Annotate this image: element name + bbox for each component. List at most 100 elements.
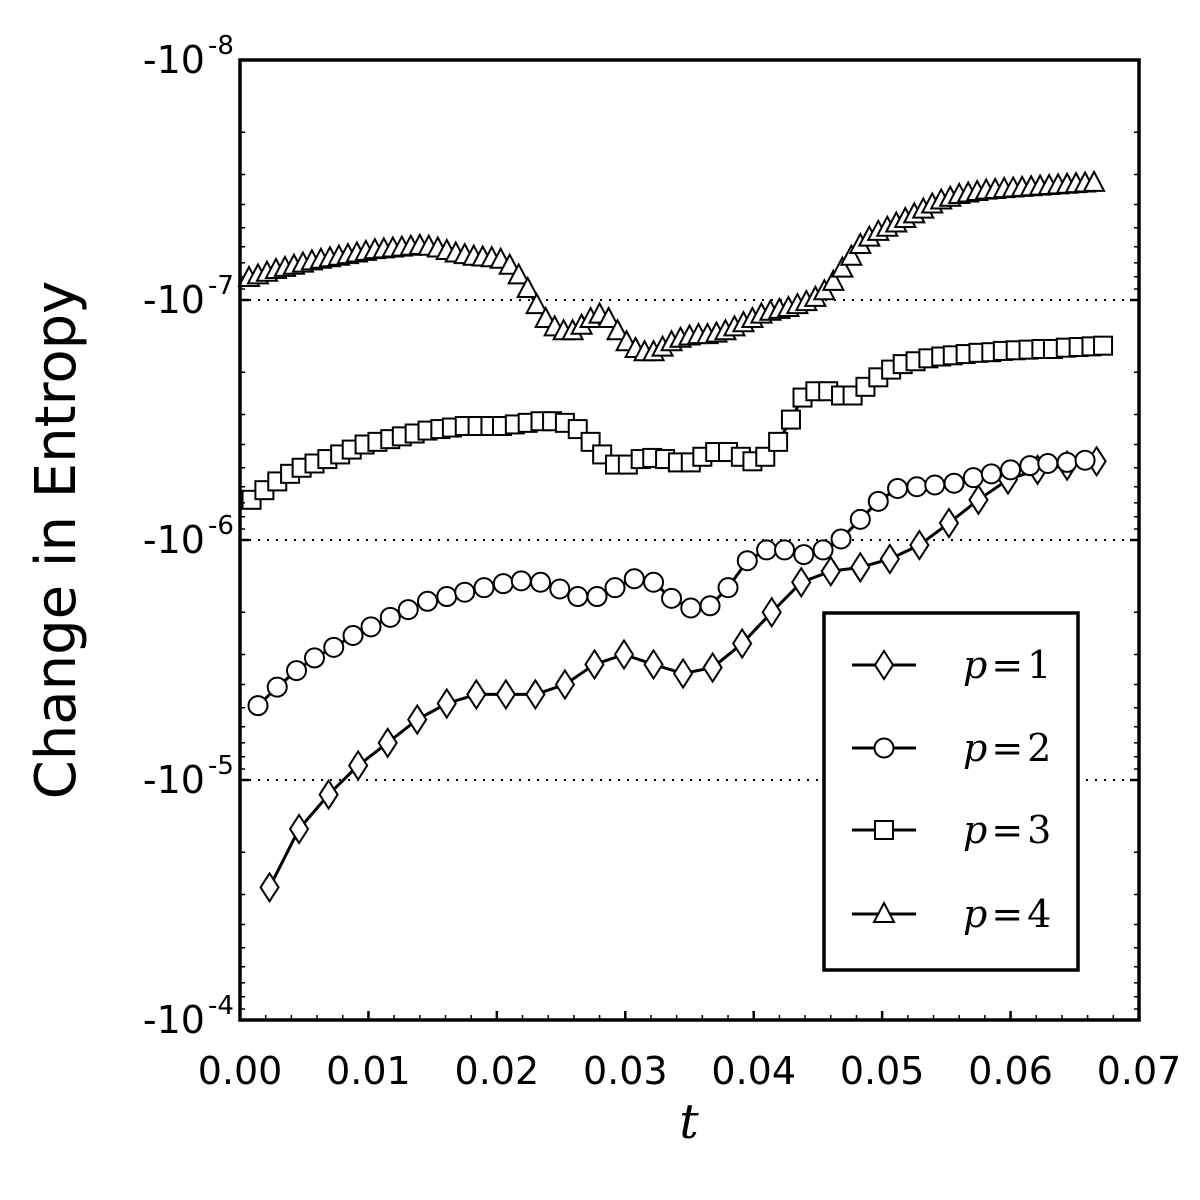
series-diamond: [259, 445, 1107, 904]
legend-marker: [874, 820, 894, 840]
data-point: [436, 687, 457, 720]
x-axis-ticks: 0.00 0.01 0.02 0.03 0.04 0.05 0.06 0.07: [198, 1011, 1182, 1093]
series-line: [248, 181, 1095, 354]
data-point: [584, 648, 605, 681]
data-point: [906, 476, 928, 498]
legend-label: p = 1: [963, 643, 1051, 687]
data-point: [821, 268, 845, 291]
data-point: [323, 636, 345, 658]
y-tick-label: -10: [143, 518, 205, 562]
data-point: [879, 543, 901, 575]
legend: p = 1 p = 2 p = 3 p = 4: [822, 611, 1080, 972]
y-tick-exponent: -8: [208, 31, 234, 61]
data-point: [761, 596, 782, 629]
data-point: [407, 703, 428, 736]
data-point: [259, 871, 280, 904]
data-point: [791, 566, 812, 599]
data-point: [774, 539, 796, 561]
data-point: [525, 678, 546, 711]
data-point: [247, 695, 269, 717]
legend-item: p = 2: [852, 726, 1051, 770]
data-point: [586, 586, 608, 608]
y-axis-label: Change in Entropy: [24, 281, 89, 800]
x-tick-label: 0.04: [711, 1049, 796, 1093]
data-point: [887, 477, 909, 499]
data-point: [768, 431, 789, 452]
y-tick-label: -10: [143, 998, 205, 1042]
data-point: [702, 651, 723, 684]
data-point: [554, 668, 576, 701]
data-point: [980, 463, 1002, 485]
y-tick-label: -10: [143, 38, 205, 82]
data-point: [510, 570, 532, 592]
legend-label: p = 2: [963, 726, 1051, 770]
data-point: [623, 568, 645, 590]
data-point: [417, 590, 439, 612]
legend-box: [822, 611, 1080, 972]
legend-item: p = 4: [852, 892, 1051, 936]
legend-entries: p = 1 p = 2 p = 3 p = 4: [852, 643, 1051, 936]
data-point: [516, 275, 540, 299]
data-point: [909, 529, 930, 561]
data-point: [1082, 169, 1106, 192]
data-point: [596, 305, 621, 329]
data-point: [830, 255, 854, 278]
data-point: [613, 638, 635, 671]
data-point: [1093, 335, 1114, 356]
data-point: [962, 467, 984, 489]
data-point: [849, 508, 871, 530]
y-tick-exponent: -7: [208, 271, 234, 301]
data-point: [498, 252, 522, 275]
y-axis-ticks: -10 -8-10 -7-10 -6-10 -5-10 -4: [143, 31, 1139, 1042]
data-point: [867, 490, 889, 512]
data-point: [731, 627, 753, 660]
legend-label: p = 3: [963, 808, 1051, 852]
data-point: [492, 573, 514, 595]
series-triangle: [237, 169, 1106, 362]
data-point: [830, 528, 852, 550]
data-point: [1000, 459, 1022, 481]
y-tick-label: -10: [143, 758, 205, 802]
x-tick-label: 0.06: [968, 1049, 1053, 1093]
data-point: [924, 474, 946, 496]
data-point: [717, 577, 739, 599]
legend-marker: [873, 737, 895, 759]
data-point: [736, 550, 758, 572]
data-point: [643, 571, 665, 593]
data-point: [360, 616, 382, 638]
data-point: [507, 262, 531, 285]
y-tick-label: -10: [143, 278, 205, 322]
data-point: [938, 507, 960, 539]
x-tick-label: 0.07: [1097, 1049, 1182, 1093]
data-point: [436, 586, 458, 608]
data-point: [643, 648, 664, 681]
data-point: [288, 813, 310, 845]
data-point: [377, 726, 398, 759]
data-point: [379, 606, 401, 628]
data-point: [549, 578, 571, 600]
data-point: [286, 660, 308, 682]
data-point: [473, 577, 495, 599]
x-tick-label: 0.02: [455, 1049, 540, 1093]
legend-marker: [872, 900, 896, 923]
series-layer: [237, 169, 1114, 904]
data-point: [347, 749, 369, 782]
x-tick-label: 0.01: [326, 1049, 411, 1093]
y-tick-exponent: -4: [208, 991, 234, 1021]
data-point: [604, 577, 626, 599]
data-point: [495, 678, 517, 711]
data-point: [454, 581, 476, 603]
data-point: [780, 409, 801, 430]
data-point: [1037, 452, 1059, 474]
data-point: [1074, 449, 1096, 471]
data-point: [342, 625, 364, 647]
data-point: [680, 597, 702, 619]
data-point: [755, 446, 776, 467]
data-point: [530, 571, 552, 593]
data-point: [1056, 451, 1078, 473]
data-point: [466, 678, 487, 711]
data-point: [661, 587, 683, 609]
data-point: [303, 647, 325, 669]
x-tick-label: 0.03: [583, 1049, 668, 1093]
legend-item: p = 3: [852, 808, 1051, 852]
